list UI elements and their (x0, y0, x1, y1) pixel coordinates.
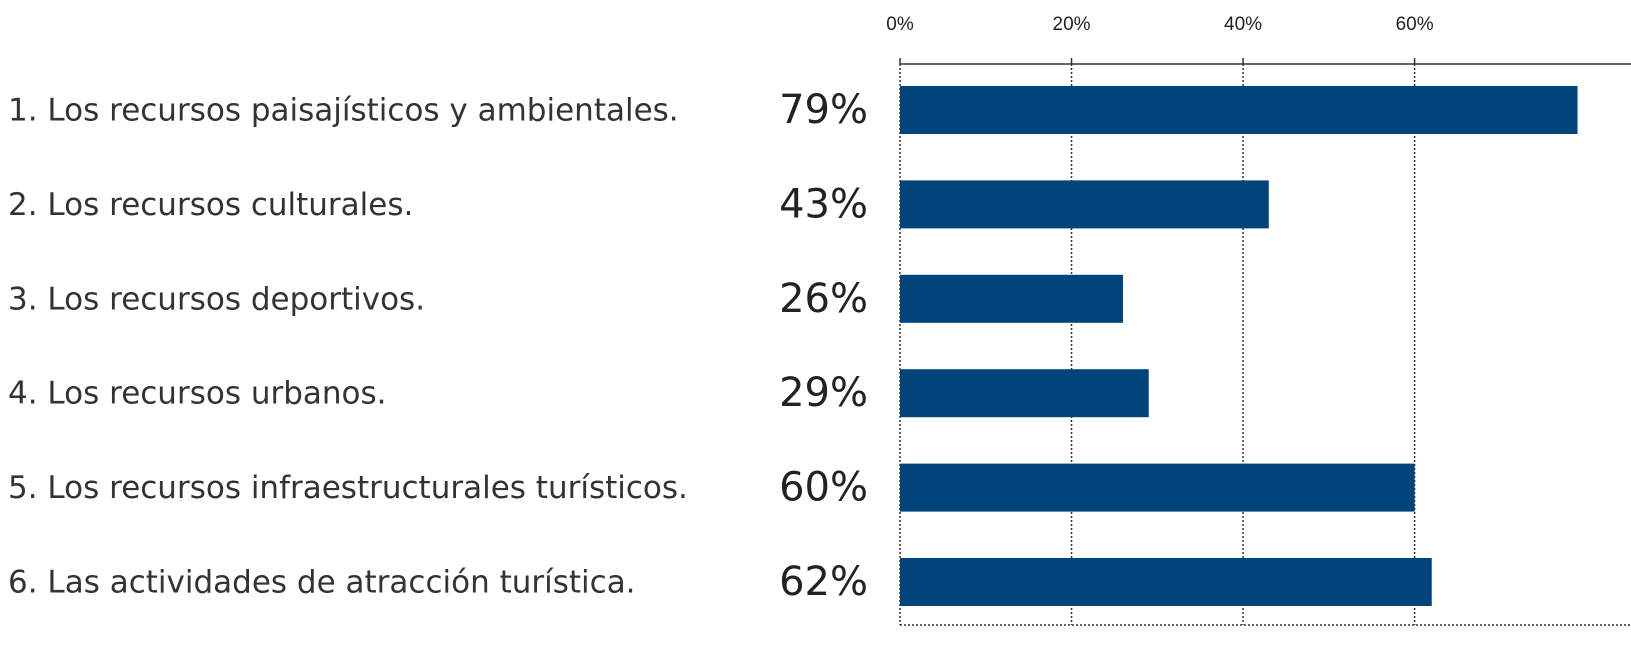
bar (900, 86, 1578, 134)
category-label: 5. Los recursos infraestructurales turís… (8, 470, 688, 506)
value-label: 62% (779, 559, 868, 605)
value-label: 60% (779, 465, 868, 511)
bar (900, 369, 1149, 418)
x-tick-label: 20% (1053, 14, 1091, 35)
category-label: 2. Los recursos culturales. (8, 187, 413, 223)
category-label: 4. Los recursos urbanos. (8, 376, 387, 412)
value-label: 26% (779, 276, 868, 322)
category-label: 1. Los recursos paisajísticos y ambienta… (8, 93, 679, 129)
x-tick-label: 0% (886, 14, 914, 35)
value-label: 43% (779, 181, 868, 227)
category-label: 6. Las actividades de atracción turístic… (8, 565, 636, 601)
x-tick-label: 60% (1396, 14, 1434, 35)
value-label: 29% (779, 370, 868, 416)
category-label: 3. Los recursos deportivos. (8, 281, 425, 317)
bar (900, 274, 1123, 323)
bar (900, 558, 1432, 606)
x-tick-label: 40% (1224, 14, 1262, 35)
value-label: 79% (779, 87, 868, 133)
bar (900, 463, 1415, 512)
bar (900, 180, 1269, 229)
